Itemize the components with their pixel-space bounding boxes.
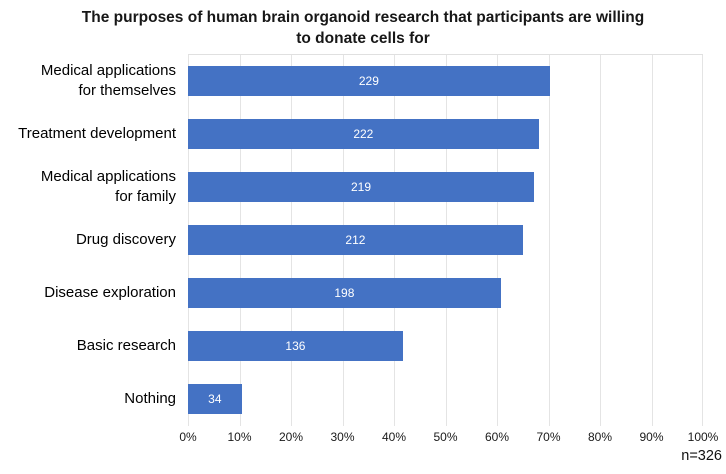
bar-row: Disease exploration 198: [0, 266, 703, 319]
x-tick-label: 0%: [179, 430, 197, 444]
bar: 34: [188, 383, 242, 414]
bar-value-label: 229: [358, 73, 379, 88]
bar-row: Medical applications for themselves 229: [0, 54, 703, 107]
x-tick-label: 60%: [484, 430, 510, 444]
category-label: Treatment development: [18, 124, 176, 142]
bar: 136: [188, 330, 403, 361]
category-label: Medical applications for themselves: [40, 62, 176, 99]
bar-value-label: 219: [350, 179, 371, 194]
category-label: Basic research: [76, 336, 176, 354]
category-label: Disease exploration: [44, 283, 176, 301]
bar-rows: Medical applications for themselves 229 Tr…: [0, 54, 703, 425]
bar-row: Nothing 34: [0, 372, 703, 425]
bar-row: Basic research 136: [0, 319, 703, 372]
x-tick-label: 80%: [587, 430, 613, 444]
category-label: Medical applications for family: [40, 168, 176, 205]
bar: 212: [188, 224, 523, 255]
x-tick-label: 10%: [227, 430, 252, 444]
chart-title: The purposes of human brain organoid res…: [81, 9, 645, 47]
category-label: Nothing: [124, 389, 176, 407]
bar-track: 198: [188, 277, 703, 308]
bar-track: 222: [188, 118, 703, 149]
bar-value-label: 34: [208, 391, 222, 406]
x-tick-label: 90%: [639, 430, 664, 444]
x-axis: 0% 10% 20% 30% 40% 50% 60% 70% 80% 90% 100%: [179, 430, 718, 446]
bar-value-label: 222: [353, 126, 374, 141]
bar: 198: [188, 277, 501, 308]
x-tick-label: 50%: [433, 430, 458, 444]
bar-value-label: 136: [285, 338, 306, 353]
bar-track: 136: [188, 330, 703, 361]
sample-size-note: n=326: [681, 448, 722, 464]
x-tick-label: 30%: [330, 430, 355, 444]
bar-row: Treatment development 222: [0, 107, 703, 160]
bar-track: 34: [188, 383, 703, 414]
bar: 229: [188, 65, 550, 96]
x-tick-label: 40%: [381, 430, 407, 444]
bar-row: Medical applications for family 219: [0, 160, 703, 213]
bar-track: 229: [188, 65, 703, 96]
bar-row: Drug discovery 212: [0, 213, 703, 266]
bar-value-label: 212: [345, 232, 366, 247]
bar: 222: [188, 118, 539, 149]
x-tick-label: 20%: [278, 430, 304, 444]
category-label: Drug discovery: [75, 230, 176, 248]
x-tick-label: 70%: [536, 430, 561, 444]
bar-value-label: 198: [334, 285, 355, 300]
bar-track: 219: [188, 171, 703, 202]
x-tick-label: 100%: [687, 430, 719, 444]
bar-track: 212: [188, 224, 703, 255]
bar: 219: [188, 171, 534, 202]
